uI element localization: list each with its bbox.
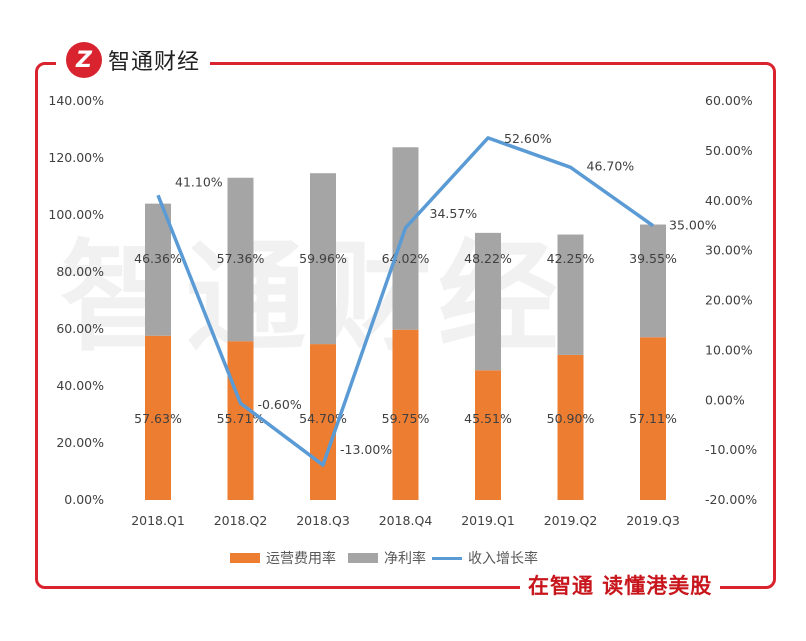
data-label-growth: -0.60% <box>258 397 302 412</box>
data-label-net-margin: 59.96% <box>299 251 347 266</box>
left-tick-label: 60.00% <box>56 321 104 336</box>
left-tick-label: 80.00% <box>56 264 104 279</box>
brand-header: Z 智通财经 <box>56 38 211 82</box>
data-label-growth: 41.10% <box>175 174 223 189</box>
data-label-net-margin: 42.25% <box>547 251 595 266</box>
x-tick-label: 2018.Q1 <box>131 513 185 528</box>
right-tick-label: 10.00% <box>705 342 753 357</box>
x-tick-label: 2019.Q3 <box>626 513 680 528</box>
legend-label-opex: 运营费用率 <box>266 551 336 567</box>
left-tick-label: 40.00% <box>56 378 104 393</box>
data-label-net-margin: 57.36% <box>217 251 265 266</box>
bar-net-margin <box>310 173 336 345</box>
right-tick-label: 40.00% <box>705 193 753 208</box>
right-tick-label: 30.00% <box>705 243 753 258</box>
data-label-growth: 35.00% <box>669 218 717 233</box>
x-tick-label: 2019.Q1 <box>461 513 515 528</box>
bar-opex <box>475 370 501 500</box>
line-revenue-growth <box>156 136 655 467</box>
data-label-opex: 57.63% <box>134 411 182 426</box>
right-tick-label: -10.00% <box>705 442 757 457</box>
left-tick-label: 100.00% <box>48 207 104 222</box>
legend-label-growth: 收入增长率 <box>468 551 538 567</box>
brand-name: 智通财经 <box>108 50 201 75</box>
data-label-net-margin: 48.22% <box>464 251 512 266</box>
bar-net-margin <box>475 232 501 371</box>
data-label-opex: 45.51% <box>464 411 512 426</box>
slogan: 在智通 读懂港美股 <box>520 570 721 600</box>
legend-swatch-opex <box>230 553 260 563</box>
legend-swatch-net <box>348 553 378 563</box>
data-label-opex: 50.90% <box>547 411 595 426</box>
bar-net-margin <box>145 203 171 336</box>
right-tick-label: 50.00% <box>705 143 753 158</box>
bar-net-margin <box>557 234 584 355</box>
legend-label-net: 净利率 <box>384 551 426 567</box>
red-frame <box>35 62 776 589</box>
legend: 运营费用率 净利率 收入增长率 <box>230 548 538 568</box>
right-tick-label: 60.00% <box>705 93 753 108</box>
legend-line-growth <box>432 556 462 560</box>
data-label-opex: 54.70% <box>299 411 347 426</box>
bar-opex <box>640 337 666 500</box>
data-label-net-margin: 64.02% <box>382 251 430 266</box>
x-tick-label: 2018.Q4 <box>379 513 433 528</box>
x-tick-label: 2019.Q2 <box>544 513 598 528</box>
data-label-net-margin: 39.55% <box>629 251 677 266</box>
data-label-growth: -13.00% <box>340 442 392 457</box>
data-label-opex: 55.71% <box>217 411 265 426</box>
bar-net-margin <box>227 177 254 342</box>
left-tick-label: 0.00% <box>64 492 104 507</box>
left-tick-label: 20.00% <box>56 435 104 450</box>
left-tick-label: 120.00% <box>48 150 104 165</box>
data-label-growth: 52.60% <box>504 131 552 146</box>
bar-net-margin <box>392 147 419 330</box>
brand-logo-icon: Z <box>66 42 102 78</box>
data-label-growth: 46.70% <box>587 158 635 173</box>
data-label-opex: 59.75% <box>382 411 430 426</box>
x-tick-label: 2018.Q2 <box>214 513 268 528</box>
data-label-opex: 57.11% <box>629 411 677 426</box>
right-tick-label: -20.00% <box>705 492 757 507</box>
bar-opex <box>145 335 171 500</box>
right-tick-label: 0.00% <box>705 392 745 407</box>
bar-opex <box>557 354 584 500</box>
bar-opex <box>227 341 254 500</box>
left-tick-label: 140.00% <box>48 93 104 108</box>
right-tick-label: 20.00% <box>705 293 753 308</box>
bar-net-margin <box>640 224 666 338</box>
x-tick-label: 2018.Q3 <box>296 513 350 528</box>
data-label-net-margin: 46.36% <box>134 251 182 266</box>
bar-opex <box>392 329 419 500</box>
data-label-growth: 34.57% <box>430 206 478 221</box>
bar-opex <box>310 344 336 500</box>
